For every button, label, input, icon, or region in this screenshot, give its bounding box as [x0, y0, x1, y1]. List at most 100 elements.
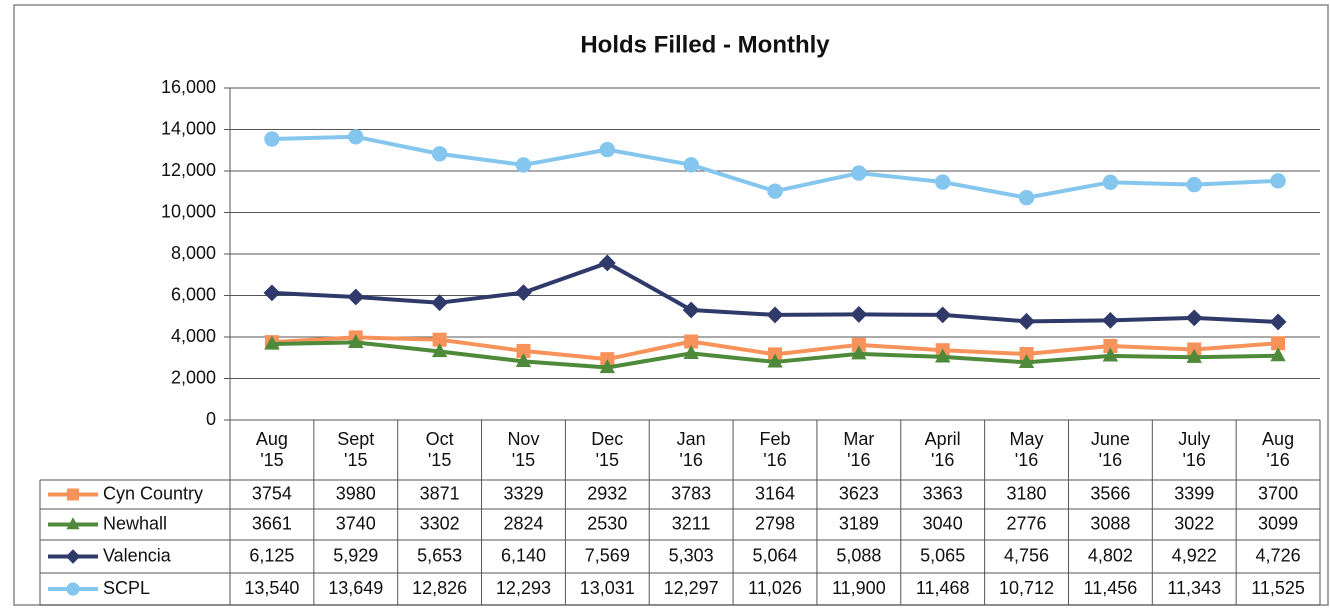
table-cell: 11,900 — [832, 578, 886, 598]
x-tick-label: Mar '16 — [843, 429, 875, 470]
point — [1018, 312, 1035, 330]
point — [432, 332, 447, 347]
table-cell: 3180 — [1007, 483, 1047, 503]
table-cell: 12,293 — [496, 578, 551, 598]
point — [599, 141, 616, 158]
x-cat-cell: Dec '15 — [591, 429, 624, 470]
x-cat-cell: April '16 — [924, 429, 961, 470]
table-cell: 11,343 — [1167, 578, 1221, 598]
table-cell: 5,653 — [417, 545, 462, 565]
x-cat-cell: Aug '15 — [256, 429, 288, 470]
point — [348, 129, 364, 145]
point — [682, 301, 700, 319]
table-cell: 2824 — [503, 513, 543, 533]
table-cell: 3088 — [1090, 513, 1130, 533]
x-cat-cell: Aug '16 — [1262, 429, 1294, 470]
table-cell: 2530 — [587, 513, 627, 533]
point — [516, 343, 531, 358]
table-cell: 3099 — [1258, 513, 1298, 533]
table-cell: 3022 — [1174, 513, 1214, 533]
legend-label: Newhall — [103, 513, 167, 533]
table-cell: 6,140 — [501, 545, 546, 565]
point — [683, 344, 699, 359]
table-cell: 3740 — [336, 513, 376, 533]
table-cell: 3363 — [923, 483, 963, 503]
table-cell: 3623 — [839, 483, 879, 503]
point — [767, 353, 783, 368]
x-tick-label: June '16 — [1090, 429, 1130, 470]
point — [684, 334, 699, 349]
table-cell: 5,303 — [669, 545, 714, 565]
point — [850, 306, 868, 323]
y-tick-label: 6,000 — [171, 284, 216, 304]
x-cat-cell: July '16 — [1178, 429, 1211, 470]
table-cell: 2776 — [1007, 513, 1047, 533]
point — [1103, 339, 1118, 354]
x-tick-label: Dec '15 — [591, 429, 624, 470]
table-cell: 7,569 — [585, 545, 630, 565]
x-cat-cell: May '16 — [1009, 429, 1044, 470]
point — [1186, 348, 1202, 363]
table-cell: 12,826 — [412, 578, 467, 598]
table-cell: 11,456 — [1084, 578, 1138, 598]
legend-label: Cyn Country — [103, 483, 203, 503]
table-cell: 3211 — [672, 513, 711, 533]
point — [67, 488, 79, 501]
table-cell: 3980 — [336, 483, 376, 503]
x-tick-label: Feb '16 — [759, 429, 791, 470]
point — [851, 337, 866, 352]
y-tick-label: 16,000 — [161, 77, 216, 97]
point — [264, 335, 280, 350]
point — [65, 549, 81, 564]
table-cell: 12,297 — [664, 578, 719, 598]
point — [767, 183, 783, 199]
x-cat-cell: Feb '16 — [759, 429, 791, 470]
table-cell: 3661 — [252, 513, 292, 533]
point — [599, 359, 616, 374]
point — [1018, 190, 1035, 206]
table-cell: 5,065 — [920, 545, 965, 565]
x-cat-cell: Jan '16 — [676, 429, 706, 470]
point — [1018, 353, 1035, 368]
point — [766, 306, 784, 324]
point — [1270, 173, 1286, 189]
table-cell: 10,712 — [999, 578, 1054, 598]
point — [683, 157, 699, 173]
x-cat-cell: Oct '15 — [426, 429, 454, 470]
x-tick-label: Jan '16 — [676, 429, 706, 470]
y-tick-label: 14,000 — [161, 118, 216, 138]
x-tick-label: Nov '15 — [507, 429, 540, 470]
table-cell: 6,125 — [249, 545, 294, 565]
point — [934, 306, 952, 324]
table-cell: 3164 — [755, 483, 795, 503]
table-cell: 3700 — [1258, 483, 1298, 503]
table-cell: 3754 — [252, 483, 292, 503]
x-tick-label: April '16 — [924, 429, 961, 470]
point — [348, 333, 364, 348]
table-cell: 5,929 — [333, 545, 378, 565]
table-cell: 3399 — [1174, 483, 1214, 503]
x-tick-label: July '16 — [1178, 429, 1211, 470]
point — [1270, 347, 1286, 362]
y-tick-label: 2,000 — [171, 367, 216, 387]
x-tick-label: May '16 — [1009, 429, 1044, 470]
point — [1185, 309, 1203, 327]
point — [1101, 311, 1119, 329]
point — [431, 343, 448, 358]
table-cell: 4,726 — [1256, 545, 1301, 565]
table-cell: 13,649 — [328, 578, 383, 598]
point — [851, 345, 867, 360]
point — [264, 131, 280, 147]
point — [851, 165, 867, 181]
y-tick-label: 8,000 — [171, 243, 216, 263]
table-cell: 2798 — [755, 513, 795, 533]
table-cell: 3783 — [671, 483, 711, 503]
table-cell: 5,088 — [836, 545, 881, 565]
table-cell: 5,064 — [752, 545, 797, 565]
point — [515, 353, 532, 368]
point — [431, 294, 449, 312]
point — [515, 157, 532, 173]
point — [515, 284, 532, 301]
y-tick-label: 0 — [206, 409, 216, 429]
